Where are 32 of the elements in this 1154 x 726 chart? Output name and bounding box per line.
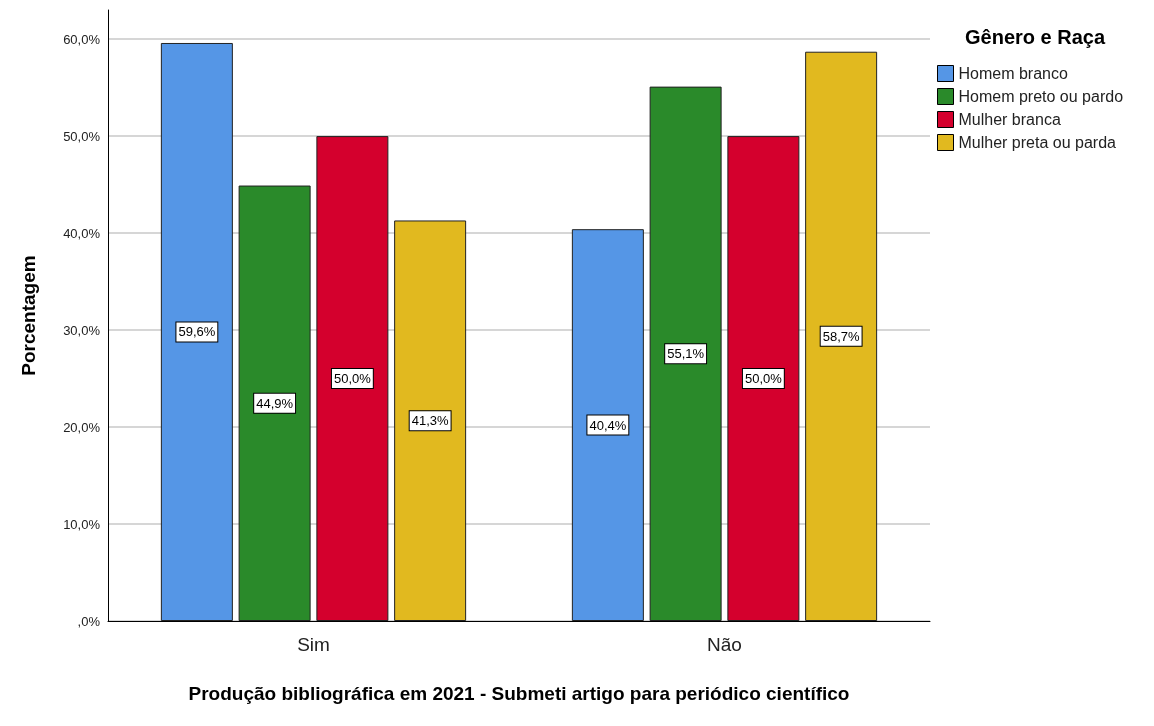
data-label: 59,6%: [178, 324, 216, 340]
y-axis-title: Porcentagem: [18, 255, 39, 376]
legend-label: Homem preto ou pardo: [958, 88, 1124, 105]
bar: [316, 136, 389, 621]
bar: [649, 86, 722, 621]
y-tick-label: 10,0%: [63, 516, 101, 532]
legend-label: Homem branco: [958, 65, 1068, 82]
y-tick-label: 20,0%: [63, 419, 101, 435]
legend-label: Mulher branca: [958, 111, 1061, 128]
legend-label: Mulher preta ou parda: [958, 134, 1117, 151]
x-axis-title: Produção bibliográfica em 2021 - Submeti artigo para periódico científico: [188, 682, 850, 704]
bar: [238, 185, 311, 621]
bar: [571, 229, 644, 621]
data-label: 50,0%: [333, 371, 372, 387]
bar: [727, 136, 800, 621]
data-label: 44,9%: [256, 395, 294, 411]
bar: [394, 220, 467, 621]
data-label: 41,3%: [411, 413, 449, 429]
x-tick-label: Sim: [297, 634, 330, 655]
x-tick-label: Não: [707, 634, 742, 655]
legend-title: Gênero e Raça: [965, 26, 1106, 48]
bar: [805, 51, 878, 621]
y-tick-label: 60,0%: [63, 31, 101, 47]
data-label: 50,0%: [744, 371, 783, 387]
data-label: 40,4%: [589, 417, 627, 433]
data-label: 55,1%: [667, 346, 705, 362]
bar: [160, 42, 233, 621]
y-tick-label: 30,0%: [63, 322, 101, 338]
y-tick-label: ,0%: [77, 613, 101, 629]
data-label: 58,7%: [822, 328, 860, 344]
y-tick-label: 50,0%: [63, 128, 101, 144]
y-tick-label: 40,0%: [63, 225, 101, 241]
